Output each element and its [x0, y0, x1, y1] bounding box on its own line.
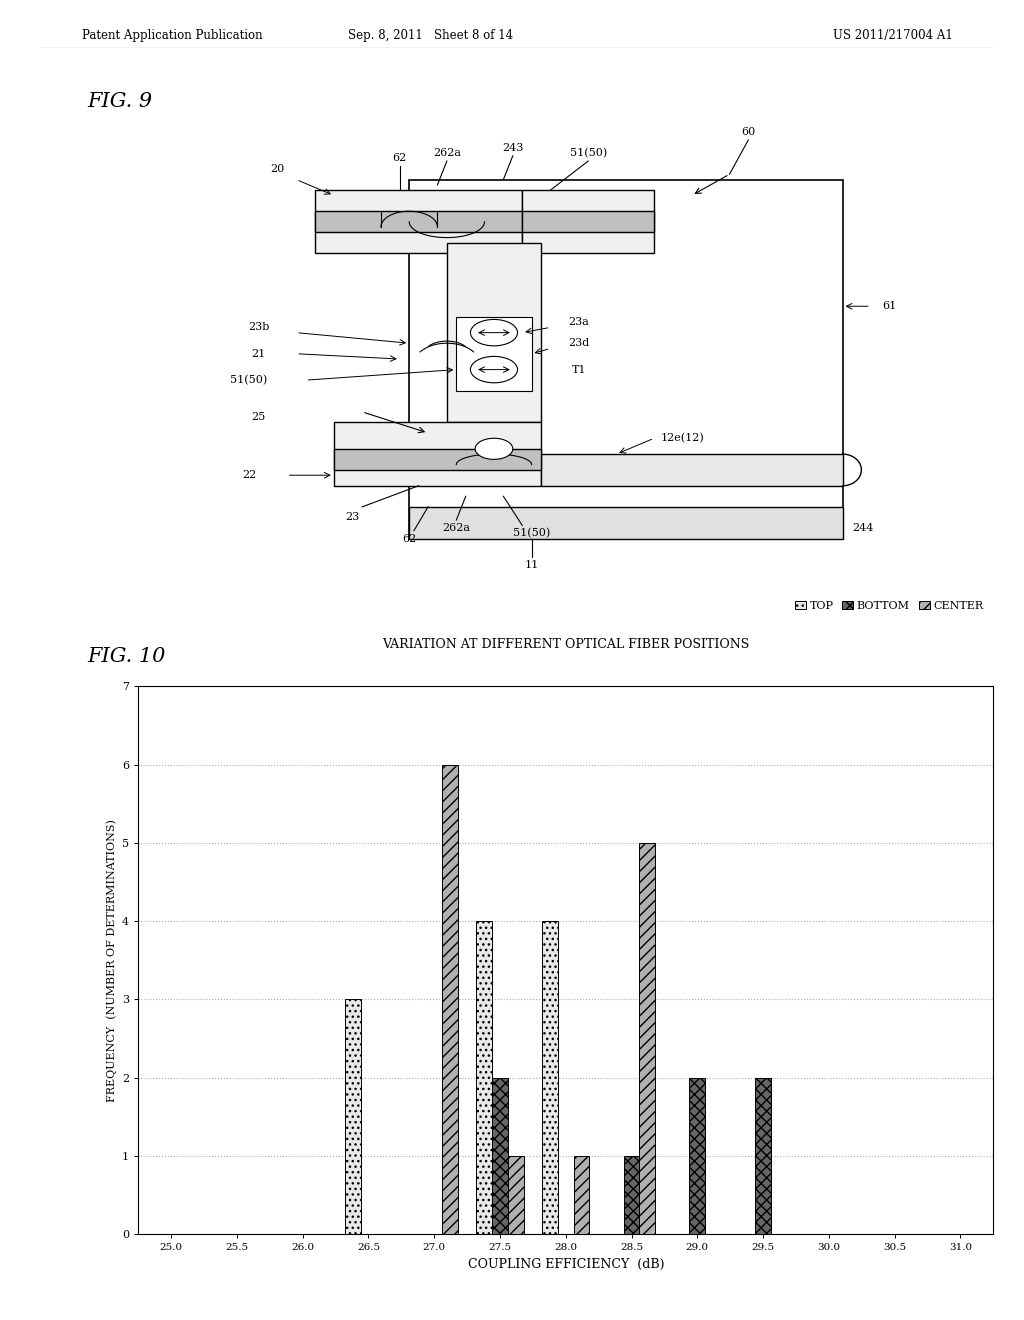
Text: Patent Application Publication: Patent Application Publication — [82, 29, 262, 42]
Text: 262a: 262a — [433, 148, 461, 158]
Text: US 2011/217004 A1: US 2011/217004 A1 — [833, 29, 952, 42]
Bar — [315, 190, 522, 253]
Bar — [542, 921, 558, 1234]
Text: 23b: 23b — [248, 322, 269, 333]
Y-axis label: FREQUENCY  (NUMBER OF DETERMINATIONS): FREQUENCY (NUMBER OF DETERMINATIONS) — [105, 818, 117, 1102]
Text: 12e(12): 12e(12) — [660, 433, 705, 444]
Bar — [410, 180, 843, 539]
Text: T1: T1 — [571, 364, 586, 375]
Bar — [476, 921, 493, 1234]
Text: FIG. 10: FIG. 10 — [87, 647, 166, 665]
Text: 23a: 23a — [568, 317, 589, 327]
Bar — [508, 1156, 523, 1234]
Bar — [442, 764, 458, 1234]
Title: VARIATION AT DIFFERENT OPTICAL FIBER POSITIONS: VARIATION AT DIFFERENT OPTICAL FIBER POS… — [382, 638, 750, 651]
X-axis label: COUPLING EFFICIENCY  (dB): COUPLING EFFICIENCY (dB) — [468, 1258, 664, 1271]
Text: FIG. 9: FIG. 9 — [87, 92, 153, 111]
Circle shape — [470, 356, 517, 383]
Text: 23d: 23d — [568, 338, 590, 348]
Bar — [573, 1156, 590, 1234]
Text: 22: 22 — [242, 470, 256, 480]
Text: 62: 62 — [392, 153, 407, 164]
Text: 51(50): 51(50) — [230, 375, 267, 385]
Text: 61: 61 — [883, 301, 897, 312]
Text: 51(50): 51(50) — [569, 148, 607, 158]
Bar — [522, 211, 654, 232]
Bar — [755, 1077, 771, 1234]
Text: 21: 21 — [251, 348, 265, 359]
Bar — [457, 317, 531, 391]
Bar — [410, 507, 843, 539]
Text: 23: 23 — [345, 512, 359, 523]
Bar — [345, 999, 360, 1234]
Bar — [541, 454, 843, 486]
Text: 60: 60 — [741, 127, 756, 137]
Text: 244: 244 — [852, 523, 873, 533]
Bar — [315, 211, 522, 232]
Bar — [334, 422, 541, 486]
Bar — [689, 1077, 706, 1234]
Text: Sep. 8, 2011   Sheet 8 of 14: Sep. 8, 2011 Sheet 8 of 14 — [347, 29, 513, 42]
Bar — [639, 843, 655, 1234]
Text: 51(50): 51(50) — [513, 528, 550, 539]
Text: 62: 62 — [402, 533, 417, 544]
Bar — [493, 1077, 508, 1234]
Bar — [334, 449, 541, 470]
Circle shape — [475, 438, 513, 459]
Text: 11: 11 — [524, 560, 539, 570]
Text: 20: 20 — [270, 164, 285, 174]
Bar — [446, 243, 541, 422]
Text: 25: 25 — [251, 412, 265, 422]
Text: 262a: 262a — [442, 523, 470, 533]
Circle shape — [470, 319, 517, 346]
Text: 243: 243 — [502, 143, 523, 153]
Bar — [624, 1156, 639, 1234]
Legend: TOP, BOTTOM, CENTER: TOP, BOTTOM, CENTER — [791, 597, 988, 615]
Bar — [522, 190, 654, 253]
